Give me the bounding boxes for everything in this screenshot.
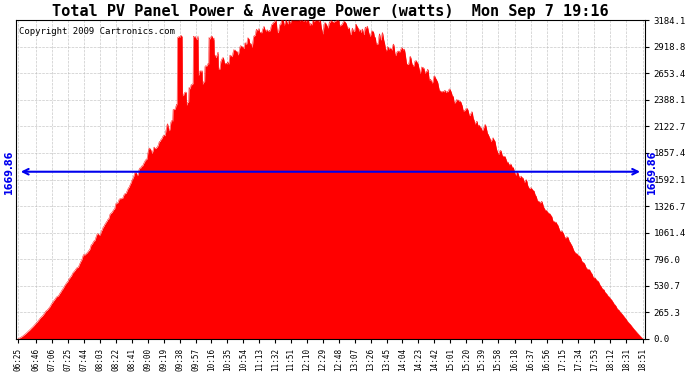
Text: 1669.86: 1669.86 [3, 150, 14, 194]
Text: Copyright 2009 Cartronics.com: Copyright 2009 Cartronics.com [19, 27, 175, 36]
Text: 1669.86: 1669.86 [647, 150, 657, 194]
Title: Total PV Panel Power & Average Power (watts)  Mon Sep 7 19:16: Total PV Panel Power & Average Power (wa… [52, 4, 609, 19]
